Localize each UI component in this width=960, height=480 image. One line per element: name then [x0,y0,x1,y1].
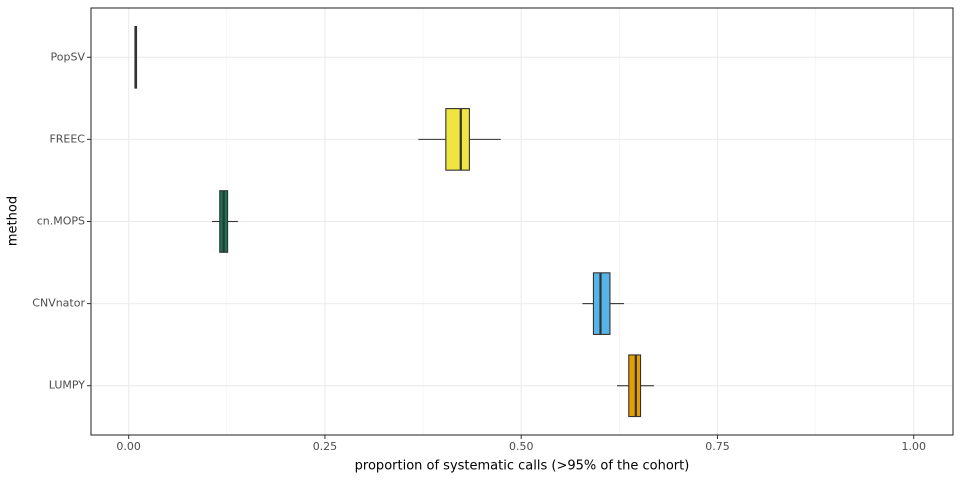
x-tick-label: 0.25 [313,440,338,453]
panel-border [90,7,954,436]
y-tick-label: FREEC [49,132,85,145]
y-axis-title: method [6,196,21,246]
y-tick-label: LUMPY [49,379,86,392]
x-tick-label: 1.00 [901,440,926,453]
y-tick-label: CNVnator [32,297,85,310]
x-axis-title: proportion of systematic calls (>95% of … [355,459,690,474]
x-tick-label: 0.00 [116,440,141,453]
x-tick-label: 0.75 [705,440,730,453]
y-tick-label: cn.MOPS [37,215,85,228]
x-tick-label: 0.50 [509,440,534,453]
box [628,354,642,418]
box [592,272,611,335]
y-tick-label: PopSV [51,50,86,63]
box [445,108,470,171]
